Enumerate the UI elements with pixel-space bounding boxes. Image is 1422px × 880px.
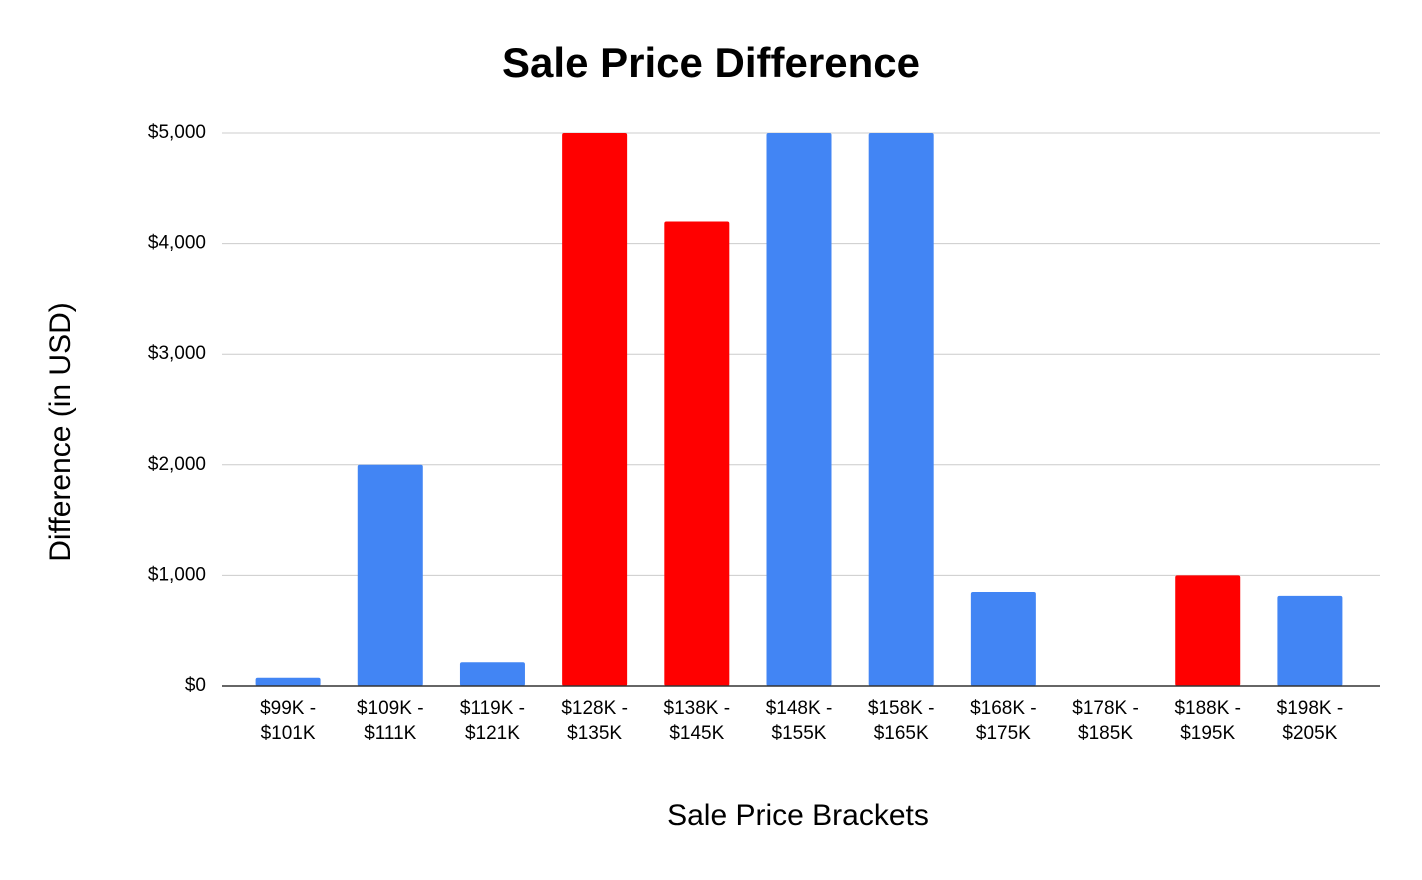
bar	[1277, 595, 1343, 686]
chart-title: Sale Price Difference	[502, 39, 920, 86]
x-tick-label: $188K - $195K	[1174, 698, 1241, 744]
x-tick-label: $99K - $101K	[260, 698, 317, 744]
y-tick-label: $1,000	[148, 564, 206, 585]
y-tick-label: $5,000	[148, 122, 206, 143]
y-tick-label: $3,000	[148, 343, 206, 364]
y-axis-label: Difference (in USD)	[44, 302, 77, 562]
x-tick-label: $119K - $121K	[459, 698, 526, 744]
bar	[664, 221, 730, 687]
x-axis-label: Sale Price Brackets	[667, 799, 929, 832]
x-tick-label: $158K - $165K	[867, 698, 935, 744]
x-tick-label: $109K - $111K	[356, 698, 424, 744]
bar	[1175, 575, 1241, 686]
bar	[357, 464, 423, 686]
bar	[562, 133, 628, 686]
x-tick-label: $168K - $175K	[970, 698, 1037, 744]
bar	[868, 133, 934, 686]
y-tick-label: $0	[185, 675, 206, 696]
y-tick-label: $4,000	[148, 233, 206, 254]
x-tick-label: $138K - $145K	[663, 698, 731, 744]
bar	[255, 677, 321, 686]
x-tick-label: $198K - $205K	[1276, 698, 1344, 744]
x-tick-label: $148K - $155K	[765, 698, 833, 744]
bar	[970, 591, 1036, 686]
x-tick-label: $178K - $185K	[1072, 698, 1139, 744]
bar	[459, 662, 525, 686]
bar	[766, 133, 832, 686]
y-tick-label: $2,000	[148, 454, 206, 475]
x-tick-label: $128K - $135K	[561, 698, 628, 744]
